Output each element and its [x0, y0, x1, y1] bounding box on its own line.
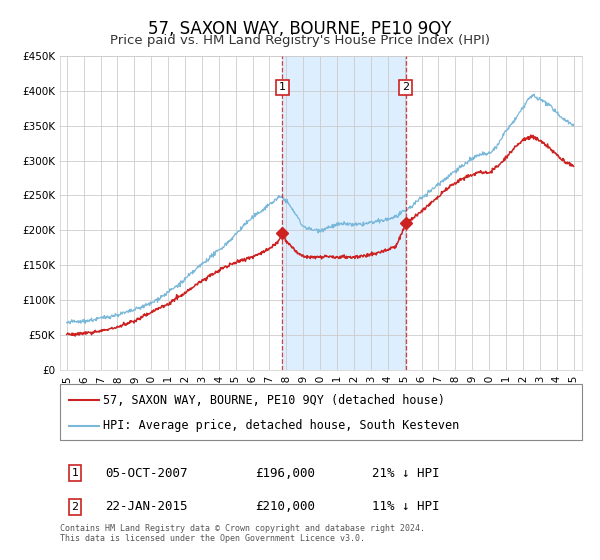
- Text: 11% ↓ HPI: 11% ↓ HPI: [372, 500, 439, 514]
- Text: 2: 2: [71, 502, 79, 512]
- Text: 1: 1: [279, 82, 286, 92]
- Text: 22-JAN-2015: 22-JAN-2015: [105, 500, 187, 514]
- Text: Contains HM Land Registry data © Crown copyright and database right 2024.
This d: Contains HM Land Registry data © Crown c…: [60, 524, 425, 543]
- Text: 05-OCT-2007: 05-OCT-2007: [105, 466, 187, 480]
- Text: 21% ↓ HPI: 21% ↓ HPI: [372, 466, 439, 480]
- Text: HPI: Average price, detached house, South Kesteven: HPI: Average price, detached house, Sout…: [103, 419, 460, 432]
- Bar: [283, 56, 406, 370]
- Text: Price paid vs. HM Land Registry's House Price Index (HPI): Price paid vs. HM Land Registry's House …: [110, 34, 490, 46]
- Text: 1: 1: [71, 468, 79, 478]
- Text: 57, SAXON WAY, BOURNE, PE10 9QY (detached house): 57, SAXON WAY, BOURNE, PE10 9QY (detache…: [103, 394, 445, 407]
- Text: £196,000: £196,000: [255, 466, 315, 480]
- Text: £210,000: £210,000: [255, 500, 315, 514]
- Text: 57, SAXON WAY, BOURNE, PE10 9QY: 57, SAXON WAY, BOURNE, PE10 9QY: [148, 20, 452, 38]
- Text: 2: 2: [402, 82, 409, 92]
